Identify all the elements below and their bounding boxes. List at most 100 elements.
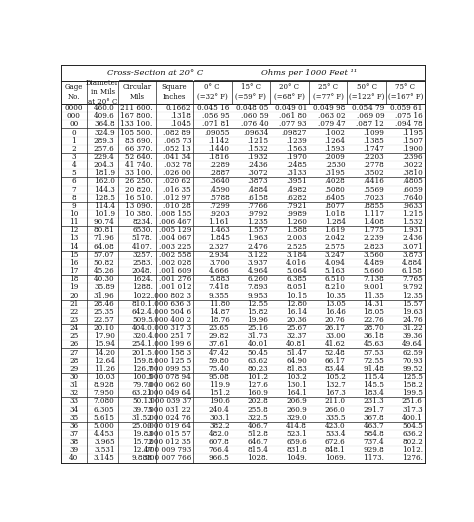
Text: 1.260: 1.260	[286, 218, 307, 226]
Text: 3.700: 3.700	[209, 259, 229, 267]
Text: 1.775: 1.775	[363, 227, 384, 234]
Text: 2583.: 2583.	[132, 259, 153, 267]
Text: 409.6: 409.6	[94, 112, 115, 120]
Text: 367.8: 367.8	[364, 414, 384, 422]
Text: 30: 30	[69, 373, 79, 381]
Text: .9203: .9203	[209, 210, 229, 218]
Text: 1624.: 1624.	[132, 275, 153, 283]
Text: 0.059 61: 0.059 61	[391, 104, 423, 112]
Text: 130.1: 130.1	[286, 381, 307, 389]
Text: 52 640.: 52 640.	[125, 153, 153, 161]
Text: 1022.: 1022.	[132, 291, 153, 300]
Text: 81.83: 81.83	[286, 365, 307, 373]
Text: 4.884: 4.884	[402, 259, 423, 267]
Text: 9.953: 9.953	[247, 291, 268, 300]
Text: 5.883: 5.883	[209, 275, 229, 283]
Text: 57.53: 57.53	[364, 349, 384, 357]
Text: 802.2: 802.2	[402, 438, 423, 446]
Text: 25° C
(=77° F): 25° C (=77° F)	[313, 84, 344, 101]
Text: 15° C
(=59° F): 15° C (=59° F)	[236, 84, 266, 101]
Text: 133 100.: 133 100.	[120, 121, 153, 128]
Text: 14.31: 14.31	[363, 300, 384, 307]
Text: .6059: .6059	[402, 186, 423, 194]
Text: .1264: .1264	[325, 137, 346, 145]
Text: 12: 12	[69, 227, 79, 234]
Text: 607.8: 607.8	[209, 438, 229, 446]
Text: 50.45: 50.45	[247, 349, 268, 357]
Text: 15.72: 15.72	[132, 438, 153, 446]
Text: 35: 35	[69, 414, 79, 422]
Text: 1.117: 1.117	[363, 210, 384, 218]
Text: .1142: .1142	[209, 137, 229, 145]
Text: 251.6: 251.6	[402, 397, 423, 406]
Text: 80.81: 80.81	[94, 227, 115, 234]
Text: .000 251 7: .000 251 7	[152, 333, 191, 340]
Text: 2048.: 2048.	[132, 267, 153, 275]
Text: 33 100.: 33 100.	[125, 169, 153, 177]
Text: 41.62: 41.62	[325, 340, 346, 348]
Text: 0.049 01: 0.049 01	[274, 104, 307, 112]
Text: .010 28: .010 28	[163, 202, 191, 210]
Text: 2.934: 2.934	[209, 251, 229, 259]
Text: 1.018: 1.018	[325, 210, 346, 218]
Text: .000 007 766: .000 007 766	[143, 455, 191, 462]
Text: 22.76: 22.76	[364, 316, 384, 324]
Text: 266.0: 266.0	[325, 406, 346, 413]
Text: .1563: .1563	[286, 145, 307, 153]
Text: 101.9: 101.9	[93, 210, 115, 218]
Text: 5.000: 5.000	[94, 422, 115, 430]
Text: .3133: .3133	[286, 169, 307, 177]
Text: 14.87: 14.87	[209, 308, 229, 316]
Text: .000 317 3: .000 317 3	[152, 324, 191, 332]
Text: 39.75: 39.75	[132, 406, 153, 413]
Text: .000 039 37: .000 039 37	[147, 397, 191, 406]
Text: 114.4: 114.4	[93, 202, 115, 210]
Text: .000 099 53: .000 099 53	[147, 365, 191, 373]
Text: .5788: .5788	[209, 194, 229, 201]
Text: .001 012: .001 012	[158, 283, 191, 291]
Text: 211 600.: 211 600.	[120, 104, 153, 112]
Text: 10 380.: 10 380.	[125, 210, 153, 218]
Text: 8: 8	[72, 194, 76, 201]
Text: 40.01: 40.01	[247, 340, 268, 348]
Text: 40: 40	[69, 455, 79, 462]
Text: 1.408: 1.408	[363, 218, 384, 226]
Text: 33: 33	[69, 397, 78, 406]
Text: 18.05: 18.05	[363, 308, 384, 316]
Text: 32.37: 32.37	[286, 333, 307, 340]
Text: 66.17: 66.17	[325, 357, 346, 365]
Text: Circular
Mils: Circular Mils	[122, 84, 152, 101]
Text: 1.963: 1.963	[247, 234, 268, 243]
Text: 5.615: 5.615	[94, 414, 115, 422]
Text: .002 558: .002 558	[159, 251, 191, 259]
Text: 17.90: 17.90	[94, 333, 115, 340]
Text: 533.4: 533.4	[325, 430, 346, 438]
Text: .8855: .8855	[364, 202, 384, 210]
Text: 18: 18	[69, 275, 79, 283]
Text: .7640: .7640	[402, 194, 423, 201]
Text: 105.2: 105.2	[325, 373, 346, 381]
Text: 1069.: 1069.	[325, 455, 346, 462]
Text: .005 129: .005 129	[159, 227, 191, 234]
Text: .000 024 76: .000 024 76	[147, 414, 191, 422]
Text: .3072: .3072	[247, 169, 268, 177]
Text: 132.7: 132.7	[325, 381, 346, 389]
Text: 70.93: 70.93	[402, 357, 423, 365]
Text: 105 500.: 105 500.	[120, 128, 153, 137]
Text: 1049.: 1049.	[286, 455, 307, 462]
Text: 12.64: 12.64	[94, 357, 115, 365]
Text: 15: 15	[69, 251, 79, 259]
Text: 3.071: 3.071	[402, 243, 423, 251]
Text: .008 155: .008 155	[159, 210, 191, 218]
Text: Gage
No.: Gage No.	[65, 84, 83, 101]
Text: 211.0: 211.0	[325, 397, 346, 406]
Text: 7: 7	[72, 186, 76, 194]
Text: 9.888: 9.888	[132, 455, 153, 462]
Text: 9.001: 9.001	[363, 283, 384, 291]
Text: Square
Inches: Square Inches	[162, 84, 187, 101]
Text: 167.3: 167.3	[325, 389, 346, 397]
Text: .020 62: .020 62	[164, 177, 191, 185]
Text: .9633: .9633	[402, 202, 423, 210]
Text: 329.0: 329.0	[286, 414, 307, 422]
Text: 39.36: 39.36	[402, 333, 423, 340]
